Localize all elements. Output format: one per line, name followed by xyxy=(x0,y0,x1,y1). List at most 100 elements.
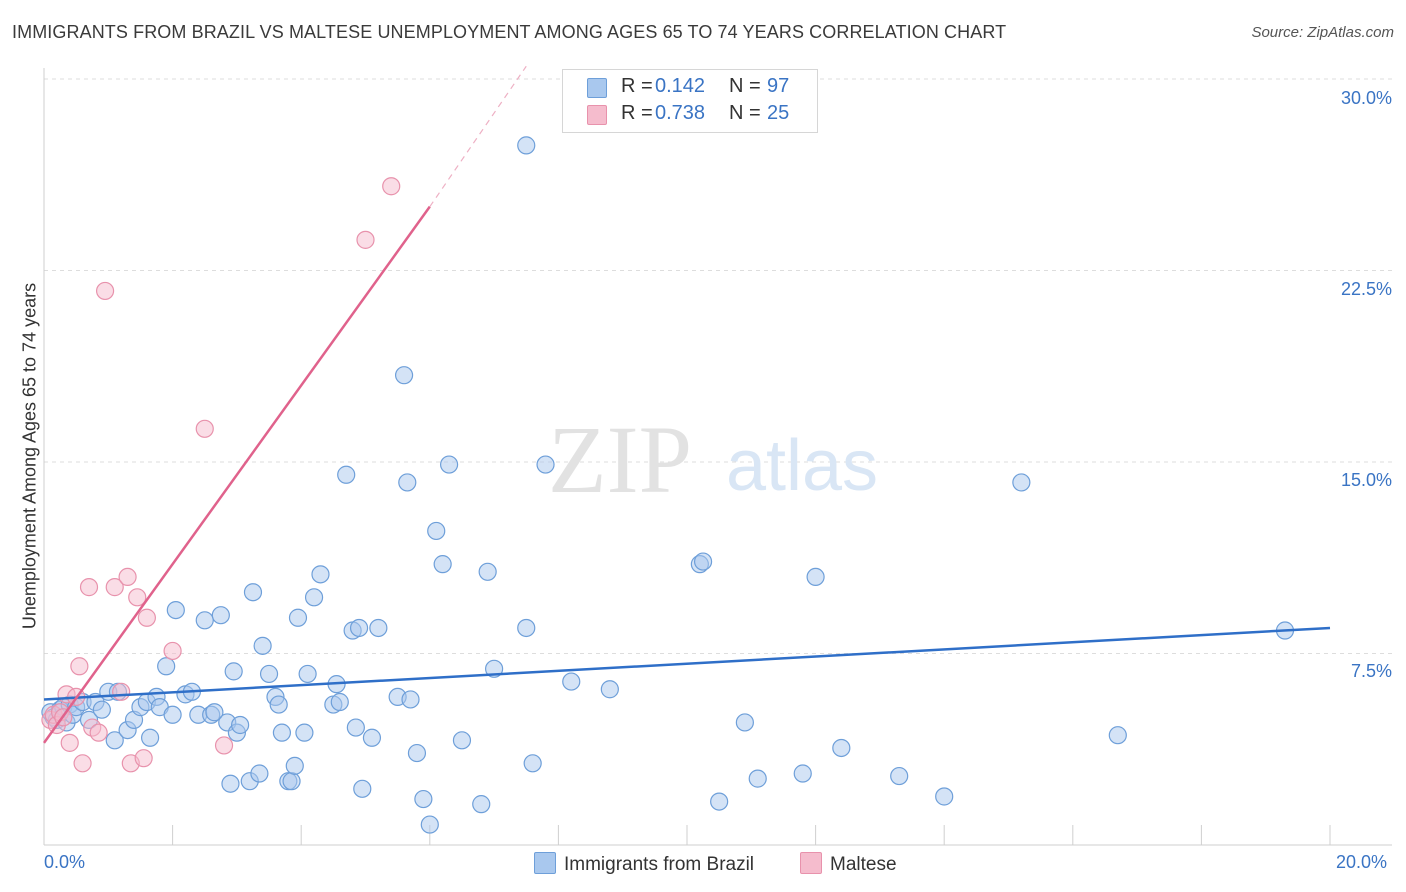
y-axis-label: Unemployment Among Ages 65 to 74 years xyxy=(19,282,40,630)
y-tick-label: 30.0% xyxy=(1340,88,1392,108)
data-point-maltese xyxy=(79,578,99,597)
data-point-brazil xyxy=(157,657,176,676)
y-tick-label: 22.5% xyxy=(1340,279,1392,299)
axes xyxy=(43,68,1392,846)
data-point-maltese xyxy=(137,608,156,627)
data-point-brazil xyxy=(272,723,292,742)
data-point-brazil xyxy=(362,728,382,747)
trend-line-maltese-extension xyxy=(429,65,527,208)
data-point-brazil xyxy=(420,815,439,834)
data-point-brazil xyxy=(205,703,224,722)
x-tick-label: 0.0% xyxy=(44,852,86,872)
data-point-maltese xyxy=(214,736,234,755)
bottom-legend-brazil: Immigrants from Brazil xyxy=(534,852,754,876)
data-point-brazil xyxy=(472,795,491,814)
bottom-legend-swatch-maltese xyxy=(800,852,822,874)
y-tick-label: 15.0% xyxy=(1340,470,1392,490)
data-point-brazil xyxy=(478,562,497,581)
data-point-brazil xyxy=(330,692,349,712)
data-point-maltese xyxy=(118,567,137,587)
x-tick-label: 20.0% xyxy=(1336,852,1388,872)
legend-n-value: 97 xyxy=(767,75,790,97)
chart-title: IMMIGRANTS FROM BRAZIL VS MALTESE UNEMPL… xyxy=(12,22,1007,42)
data-point-brazil xyxy=(282,772,301,791)
data-point-brazil xyxy=(298,664,317,684)
legend-swatch-maltese xyxy=(587,105,607,125)
data-point-brazil xyxy=(452,731,472,750)
data-point-brazil xyxy=(735,713,754,732)
data-point-brazil xyxy=(250,764,269,783)
data-point-brazil xyxy=(349,618,369,638)
watermark-atlas: atlas xyxy=(726,426,878,506)
data-point-brazil xyxy=(269,695,288,714)
data-point-brazil xyxy=(253,636,272,655)
data-point-brazil xyxy=(259,664,279,684)
legend-r-label: R = xyxy=(621,102,653,124)
data-point-brazil xyxy=(243,583,263,602)
data-point-maltese xyxy=(195,419,214,438)
data-point-maltese xyxy=(128,588,147,607)
source-label: Source: ZipAtlas.com xyxy=(1251,24,1394,41)
correlation-legend: R = 0.142 N = 97 R = 0.738 N = 25 xyxy=(562,69,818,133)
data-point-brazil xyxy=(1012,473,1031,492)
data-point-maltese xyxy=(89,723,108,742)
data-point-brazil xyxy=(748,769,767,788)
trend-line-brazil xyxy=(43,626,1331,701)
data-point-brazil xyxy=(806,567,825,587)
data-point-brazil xyxy=(414,789,433,809)
bottom-legend-swatch-brazil xyxy=(534,852,556,874)
data-point-brazil xyxy=(92,700,111,719)
data-point-brazil xyxy=(394,366,414,385)
legend-r-value: 0.738 xyxy=(655,102,706,124)
legend-r-label: R = xyxy=(621,75,653,97)
data-point-brazil xyxy=(935,787,954,806)
bottom-legend-maltese: Maltese xyxy=(800,852,897,876)
data-point-brazil xyxy=(105,731,124,750)
data-point-brazil xyxy=(693,552,713,571)
data-point-brazil xyxy=(195,611,214,630)
data-point-brazil xyxy=(398,473,417,492)
data-point-brazil xyxy=(439,455,459,474)
series-brazil xyxy=(41,136,1295,834)
data-point-brazil xyxy=(140,728,160,747)
data-point-brazil xyxy=(433,555,452,574)
data-point-maltese xyxy=(105,578,124,597)
data-point-brazil xyxy=(304,588,324,607)
data-point-brazil xyxy=(407,743,427,763)
legend-n-label: N = xyxy=(729,102,761,124)
bottom-legend-label-maltese: Maltese xyxy=(830,854,897,875)
data-point-maltese xyxy=(95,281,115,301)
trend-lines xyxy=(42,65,1331,744)
data-point-maltese xyxy=(112,682,131,701)
data-point-brazil xyxy=(517,618,536,638)
data-point-brazil xyxy=(427,521,446,541)
data-point-brazil xyxy=(285,756,304,775)
grid-lines xyxy=(44,78,1392,654)
data-point-brazil xyxy=(536,455,555,474)
data-point-maltese xyxy=(70,657,89,676)
data-point-maltese xyxy=(73,754,92,773)
data-point-brazil xyxy=(353,779,372,798)
data-point-maltese xyxy=(134,749,153,768)
data-point-brazil xyxy=(832,738,851,758)
data-point-brazil xyxy=(562,672,581,691)
data-point-brazil xyxy=(221,774,240,793)
data-point-maltese xyxy=(163,641,182,661)
data-point-brazil xyxy=(288,608,308,627)
legend-r-value: 0.142 xyxy=(655,75,706,97)
watermark: ZIP atlas xyxy=(548,406,878,513)
data-point-brazil xyxy=(311,565,330,584)
data-point-brazil xyxy=(890,766,909,786)
legend-swatch-brazil xyxy=(587,78,607,98)
data-point-brazil xyxy=(710,792,729,811)
trend-line-maltese xyxy=(42,205,431,744)
data-point-brazil xyxy=(231,715,250,735)
data-point-brazil xyxy=(295,723,314,742)
data-point-brazil xyxy=(166,600,185,620)
data-point-brazil xyxy=(517,136,536,155)
data-point-brazil xyxy=(401,690,420,709)
bottom-legend-label-brazil: Immigrants from Brazil xyxy=(564,854,755,875)
data-point-brazil xyxy=(337,465,356,484)
data-point-maltese xyxy=(356,230,375,249)
